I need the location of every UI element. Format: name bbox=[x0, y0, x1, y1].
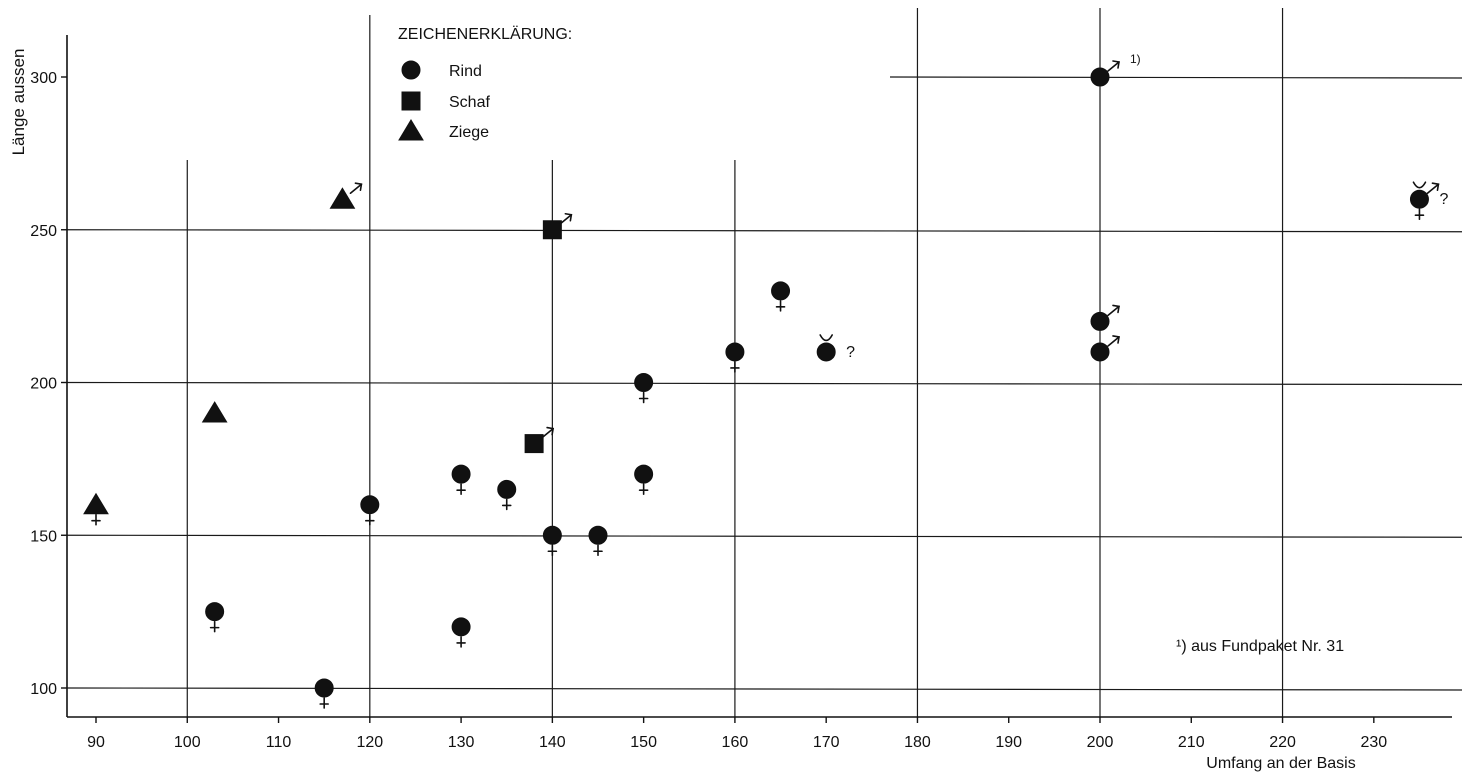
legend-title: ZEICHENERKLÄRUNG: bbox=[398, 25, 572, 43]
point-ziege-1 bbox=[83, 492, 109, 515]
point-rind-2 bbox=[314, 678, 334, 698]
point-rind-14-male-arrow-shaft bbox=[1107, 61, 1120, 72]
legend-rind-symbol bbox=[401, 60, 421, 80]
grid-lines bbox=[66, 8, 1463, 717]
point-rind-12 bbox=[771, 281, 791, 301]
point-rind-14 bbox=[1090, 67, 1110, 87]
point-rind-6 bbox=[497, 479, 517, 499]
x-tick-label-110: 110 bbox=[266, 734, 292, 751]
grid-line-y-300 bbox=[889, 76, 1463, 79]
point-ziege-3-male-arrow-shaft bbox=[349, 183, 363, 194]
point-rind-17-note: ? bbox=[1439, 191, 1448, 208]
point-ziege-3 bbox=[329, 187, 356, 209]
legend-ziege-label: Ziege bbox=[449, 124, 489, 141]
point-rind-13-horn-mark bbox=[819, 334, 833, 342]
point-rind-13 bbox=[816, 342, 836, 362]
y-tick-label-100: 100 bbox=[30, 681, 57, 698]
point-rind-1 bbox=[205, 602, 225, 622]
x-tick-label-230: 230 bbox=[1360, 734, 1387, 751]
legend: Rind Schaf Ziege bbox=[398, 60, 490, 141]
point-rind-8 bbox=[588, 525, 608, 545]
x-tick-label-170: 170 bbox=[813, 734, 840, 751]
y-tick-label-250: 250 bbox=[30, 223, 57, 240]
point-schaf-2 bbox=[524, 434, 544, 454]
point-rind-11 bbox=[725, 342, 745, 362]
point-rind-16-male-arrow-shaft bbox=[1107, 336, 1120, 347]
point-rind-16 bbox=[1090, 342, 1110, 362]
grid-line-y-100 bbox=[66, 687, 1463, 691]
x-tick-label-150: 150 bbox=[630, 734, 657, 751]
legend-schaf-label: Schaf bbox=[449, 94, 490, 111]
grid-line-y-250 bbox=[66, 229, 1463, 233]
point-rind-14-note: 1) bbox=[1130, 52, 1141, 66]
x-tick-label-190: 190 bbox=[995, 734, 1022, 751]
point-rind-17-male-arrow-head bbox=[1431, 182, 1440, 191]
x-tick-label-180: 180 bbox=[904, 734, 931, 751]
point-ziege-3-male-arrow-head bbox=[354, 182, 363, 191]
point-schaf-2-male-arrow-shaft bbox=[541, 427, 554, 439]
point-schaf-1-male-arrow-shaft bbox=[559, 213, 573, 225]
legend-rind-label: Rind bbox=[449, 63, 482, 80]
x-tick-label-100: 100 bbox=[174, 734, 201, 751]
point-rind-3 bbox=[360, 495, 380, 515]
point-rind-16-male-arrow-head bbox=[1112, 335, 1120, 344]
point-ziege-2 bbox=[201, 401, 228, 423]
point-rind-13-note: ? bbox=[846, 344, 855, 361]
y-axis-label: Länge aussen bbox=[9, 49, 28, 156]
legend-ziege-symbol bbox=[398, 119, 424, 141]
grid-line-y-200 bbox=[66, 381, 1463, 386]
x-tick-label-210: 210 bbox=[1178, 734, 1205, 751]
point-rind-14-male-arrow-head bbox=[1112, 60, 1120, 69]
y-tick-label-150: 150 bbox=[30, 528, 57, 545]
point-rind-4 bbox=[451, 464, 471, 484]
point-rind-7 bbox=[542, 525, 562, 545]
tick-labels: 100 150 200 250 300 90 100 110 120 130 140 150 160 17… bbox=[30, 70, 1387, 751]
point-rind-17-male-arrow-shaft bbox=[1426, 183, 1440, 194]
point-rind-9 bbox=[634, 373, 654, 392]
y-tick-label-200: 200 bbox=[30, 376, 57, 393]
point-schaf-1 bbox=[542, 220, 562, 240]
y-tick-label-300: 300 bbox=[30, 70, 57, 87]
x-axis-label: Umfang an der Basis bbox=[1206, 755, 1355, 772]
point-rind-17-horn-mark bbox=[1412, 181, 1427, 189]
x-tick-label-130: 130 bbox=[448, 734, 475, 751]
x-tick-label-200: 200 bbox=[1087, 734, 1114, 751]
x-tick-label-140: 140 bbox=[539, 734, 566, 751]
point-rind-15-male-arrow-head bbox=[1112, 304, 1120, 314]
point-rind-5 bbox=[451, 617, 471, 637]
footnote: ¹) aus Fundpaket Nr. 31 bbox=[1176, 638, 1344, 655]
data-points: ? 1)? bbox=[83, 52, 1448, 709]
point-schaf-2-male-arrow-head bbox=[546, 426, 555, 436]
point-rind-15 bbox=[1090, 311, 1110, 331]
point-rind-10 bbox=[634, 464, 654, 484]
point-rind-17 bbox=[1409, 189, 1429, 209]
x-tick-label-220: 220 bbox=[1269, 734, 1296, 751]
x-tick-label-120: 120 bbox=[356, 734, 383, 751]
point-rind-15-male-arrow-shaft bbox=[1107, 305, 1120, 317]
x-tick-label-160: 160 bbox=[722, 734, 749, 751]
grid-line-y-150 bbox=[66, 534, 1463, 538]
point-schaf-1-male-arrow-head bbox=[564, 212, 573, 222]
legend-schaf-symbol bbox=[401, 91, 421, 111]
axes bbox=[66, 35, 1452, 718]
x-tick-label-90: 90 bbox=[87, 734, 105, 751]
